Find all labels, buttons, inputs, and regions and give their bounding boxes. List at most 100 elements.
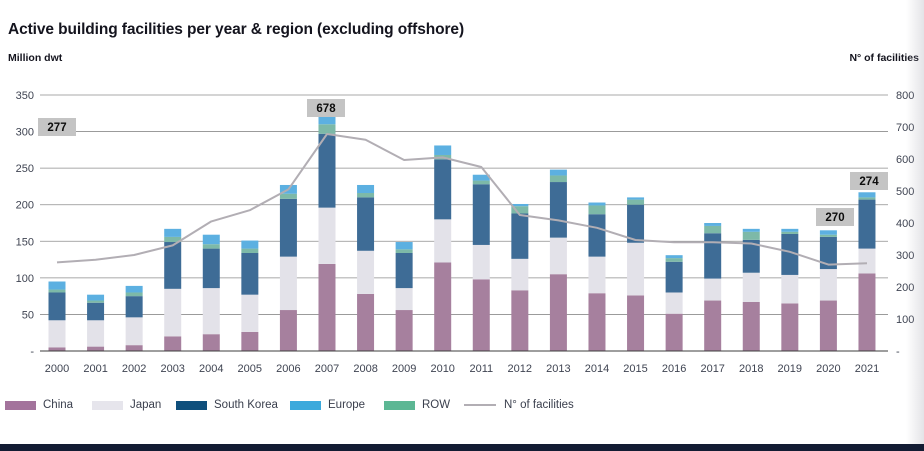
bar-segment-china	[434, 262, 452, 351]
legend-line-swatch	[464, 404, 496, 406]
bar-segment-japan	[819, 269, 837, 301]
bar-segment-europe	[357, 184, 375, 194]
bar-segment-europe	[627, 197, 645, 200]
bar-2010	[434, 145, 452, 351]
year-label-2015: 2015	[623, 363, 647, 375]
bar-segment-south-korea	[48, 292, 66, 321]
bar-segment-row	[125, 292, 143, 297]
bar-segment-europe	[472, 174, 490, 181]
bar-segment-china	[279, 310, 297, 351]
facilities-line	[56, 133, 868, 266]
bar-segment-japan	[472, 244, 490, 280]
bar-2000	[48, 281, 66, 351]
legend-label: ROW	[422, 399, 451, 411]
bar-segment-japan	[511, 258, 529, 291]
bar-2016	[665, 255, 683, 351]
legend-item-south-korea: South Korea	[176, 396, 278, 414]
year-label-2014: 2014	[585, 363, 609, 375]
bar-2014	[588, 202, 606, 351]
bar-segment-japan	[87, 320, 105, 347]
bar-segment-japan	[48, 320, 66, 348]
left-tick-label: 200	[16, 200, 34, 212]
legend-label: Europe	[328, 399, 366, 411]
bar-segment-row	[164, 236, 182, 243]
bar-segment-south-korea	[279, 198, 297, 257]
bar-segment-row	[858, 197, 876, 200]
bar-segment-china	[665, 313, 683, 351]
bar-segment-row	[87, 300, 105, 303]
bar-segment-europe	[241, 240, 259, 249]
annotation-2020: 270	[816, 208, 854, 226]
bar-2017	[704, 223, 722, 351]
bar-segment-japan	[742, 272, 760, 302]
bar-segment-europe	[704, 223, 722, 226]
bar-segment-south-korea	[588, 214, 606, 257]
year-label-2019: 2019	[778, 363, 802, 375]
year-label-2002: 2002	[122, 363, 146, 375]
bar-segment-row	[511, 206, 529, 214]
bar-segment-china	[549, 274, 567, 351]
bar-segment-china	[588, 293, 606, 351]
year-label-2009: 2009	[392, 363, 416, 375]
legend-item-japan: Japan	[92, 396, 161, 414]
bar-segment-europe	[434, 145, 452, 155]
footer-bar	[0, 444, 924, 451]
bar-segment-japan	[125, 317, 143, 346]
legend-label: Japan	[130, 399, 162, 411]
bar-segment-south-korea	[781, 233, 799, 275]
right-axis-ticks: 800 700 600 500 400 300 200 100 -	[896, 90, 914, 358]
legend-label: China	[43, 399, 74, 411]
bar-2011	[472, 174, 490, 351]
svg-text:270: 270	[825, 212, 844, 224]
bar-segment-china	[48, 347, 66, 351]
year-label-2005: 2005	[238, 363, 262, 375]
bar-segment-japan	[164, 288, 182, 337]
bar-2004	[202, 234, 220, 351]
right-tick-label: 800	[896, 90, 914, 102]
year-label-2016: 2016	[662, 363, 686, 375]
bar-segment-south-korea	[511, 213, 529, 259]
bar-segment-japan	[627, 242, 645, 296]
svg-text:274: 274	[859, 176, 879, 188]
year-label-2020: 2020	[816, 363, 840, 375]
bar-2015	[627, 197, 645, 351]
right-axis-unit-label: N° of facilities	[849, 52, 919, 64]
year-label-2021: 2021	[855, 363, 879, 375]
right-tick-label: 100	[896, 314, 914, 326]
bar-segment-south-korea	[164, 242, 182, 289]
year-label-2012: 2012	[508, 363, 532, 375]
left-axis-unit-label: Million dwt	[8, 52, 63, 64]
bar-segment-japan	[241, 294, 259, 332]
bar-segment-south-korea	[627, 204, 645, 243]
bar-segment-europe	[665, 255, 683, 259]
bar-segment-south-korea	[202, 248, 220, 289]
year-label-2007: 2007	[315, 363, 339, 375]
bar-2008	[357, 184, 375, 351]
bar-segment-row	[665, 258, 683, 262]
legend-label: N° of facilities	[504, 399, 574, 411]
left-tick-label: -	[30, 346, 34, 358]
bar-segment-japan	[781, 274, 799, 304]
x-axis-labels: 2000 2001 2002 2003 2004 2005 2006 2007 2008 2009…	[45, 363, 879, 375]
bar-segment-row	[48, 289, 66, 293]
bar-segment-europe	[588, 202, 606, 206]
bar-segment-europe	[318, 114, 336, 125]
bar-segment-japan	[202, 288, 220, 335]
bar-2019	[781, 228, 799, 351]
bar-segment-europe	[858, 192, 876, 198]
bar-segment-south-korea	[704, 233, 722, 279]
bar-segment-china	[627, 295, 645, 351]
bar-segment-europe	[742, 228, 760, 232]
bar-2018	[742, 228, 760, 351]
bar-segment-row	[318, 124, 336, 134]
bar-segment-europe	[819, 230, 837, 235]
bar-segment-europe	[87, 294, 105, 301]
bar-2001	[87, 294, 105, 351]
year-label-2006: 2006	[276, 363, 300, 375]
bar-segment-south-korea	[125, 296, 143, 318]
right-tick-label: 600	[896, 154, 914, 166]
bar-segment-row	[395, 249, 413, 253]
bar-segment-row	[241, 248, 259, 253]
bar-segment-row	[279, 193, 297, 199]
bar-segment-europe	[511, 203, 529, 207]
